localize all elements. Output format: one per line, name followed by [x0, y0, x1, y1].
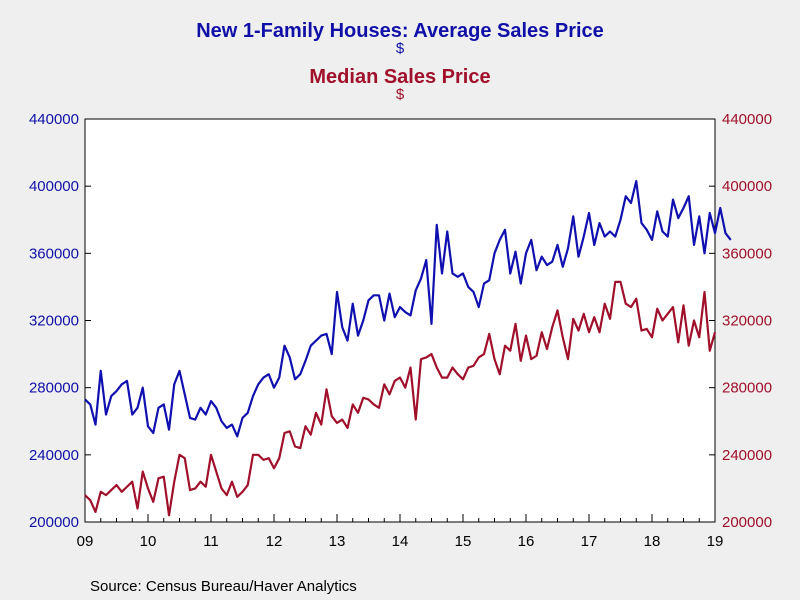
chart-unit-average: $: [395, 40, 405, 57]
y-tick-label-right: 200000: [722, 514, 772, 531]
chart-unit-median: $: [395, 86, 405, 103]
y-tick-label-right: 360000: [722, 245, 772, 262]
x-tick-label: 14: [392, 533, 409, 550]
x-tick-label: 18: [644, 533, 661, 550]
x-tick-label: 15: [455, 533, 472, 550]
y-tick-label-left: 240000: [29, 447, 79, 464]
y-tick-label-right: 240000: [722, 447, 772, 464]
plot-area: [84, 118, 716, 523]
chart-title-median: Median Sales Price: [309, 66, 491, 88]
x-tick-label: 09: [77, 533, 94, 550]
y-tick-label-left: 320000: [29, 313, 79, 330]
x-tick-label: 16: [518, 533, 535, 550]
x-tick-label: 12: [266, 533, 283, 550]
y-tick-label-left: 400000: [29, 178, 79, 195]
y-tick-label-right: 280000: [722, 380, 772, 397]
x-tick-label: 10: [140, 533, 157, 550]
median-sales-price-line: [84, 280, 717, 517]
source-note: Source: Census Bureau/Haver Analytics: [90, 578, 357, 595]
average-sales-price-line: [84, 180, 732, 438]
y-tick-label-right: 440000: [722, 111, 772, 128]
x-tick-label: 13: [329, 533, 346, 550]
x-tick-label: 19: [707, 533, 724, 550]
x-tick-label: 17: [581, 533, 598, 550]
y-tick-label-left: 360000: [29, 245, 79, 262]
y-tick-label-left: 200000: [29, 514, 79, 531]
y-tick-label-left: 280000: [29, 380, 79, 397]
y-tick-label-right: 400000: [722, 178, 772, 195]
y-tick-label-right: 320000: [722, 313, 772, 330]
chart-title-average: New 1-Family Houses: Average Sales Price: [196, 20, 604, 42]
x-tick-label: 11: [203, 533, 219, 550]
y-tick-label-left: 440000: [29, 111, 79, 128]
